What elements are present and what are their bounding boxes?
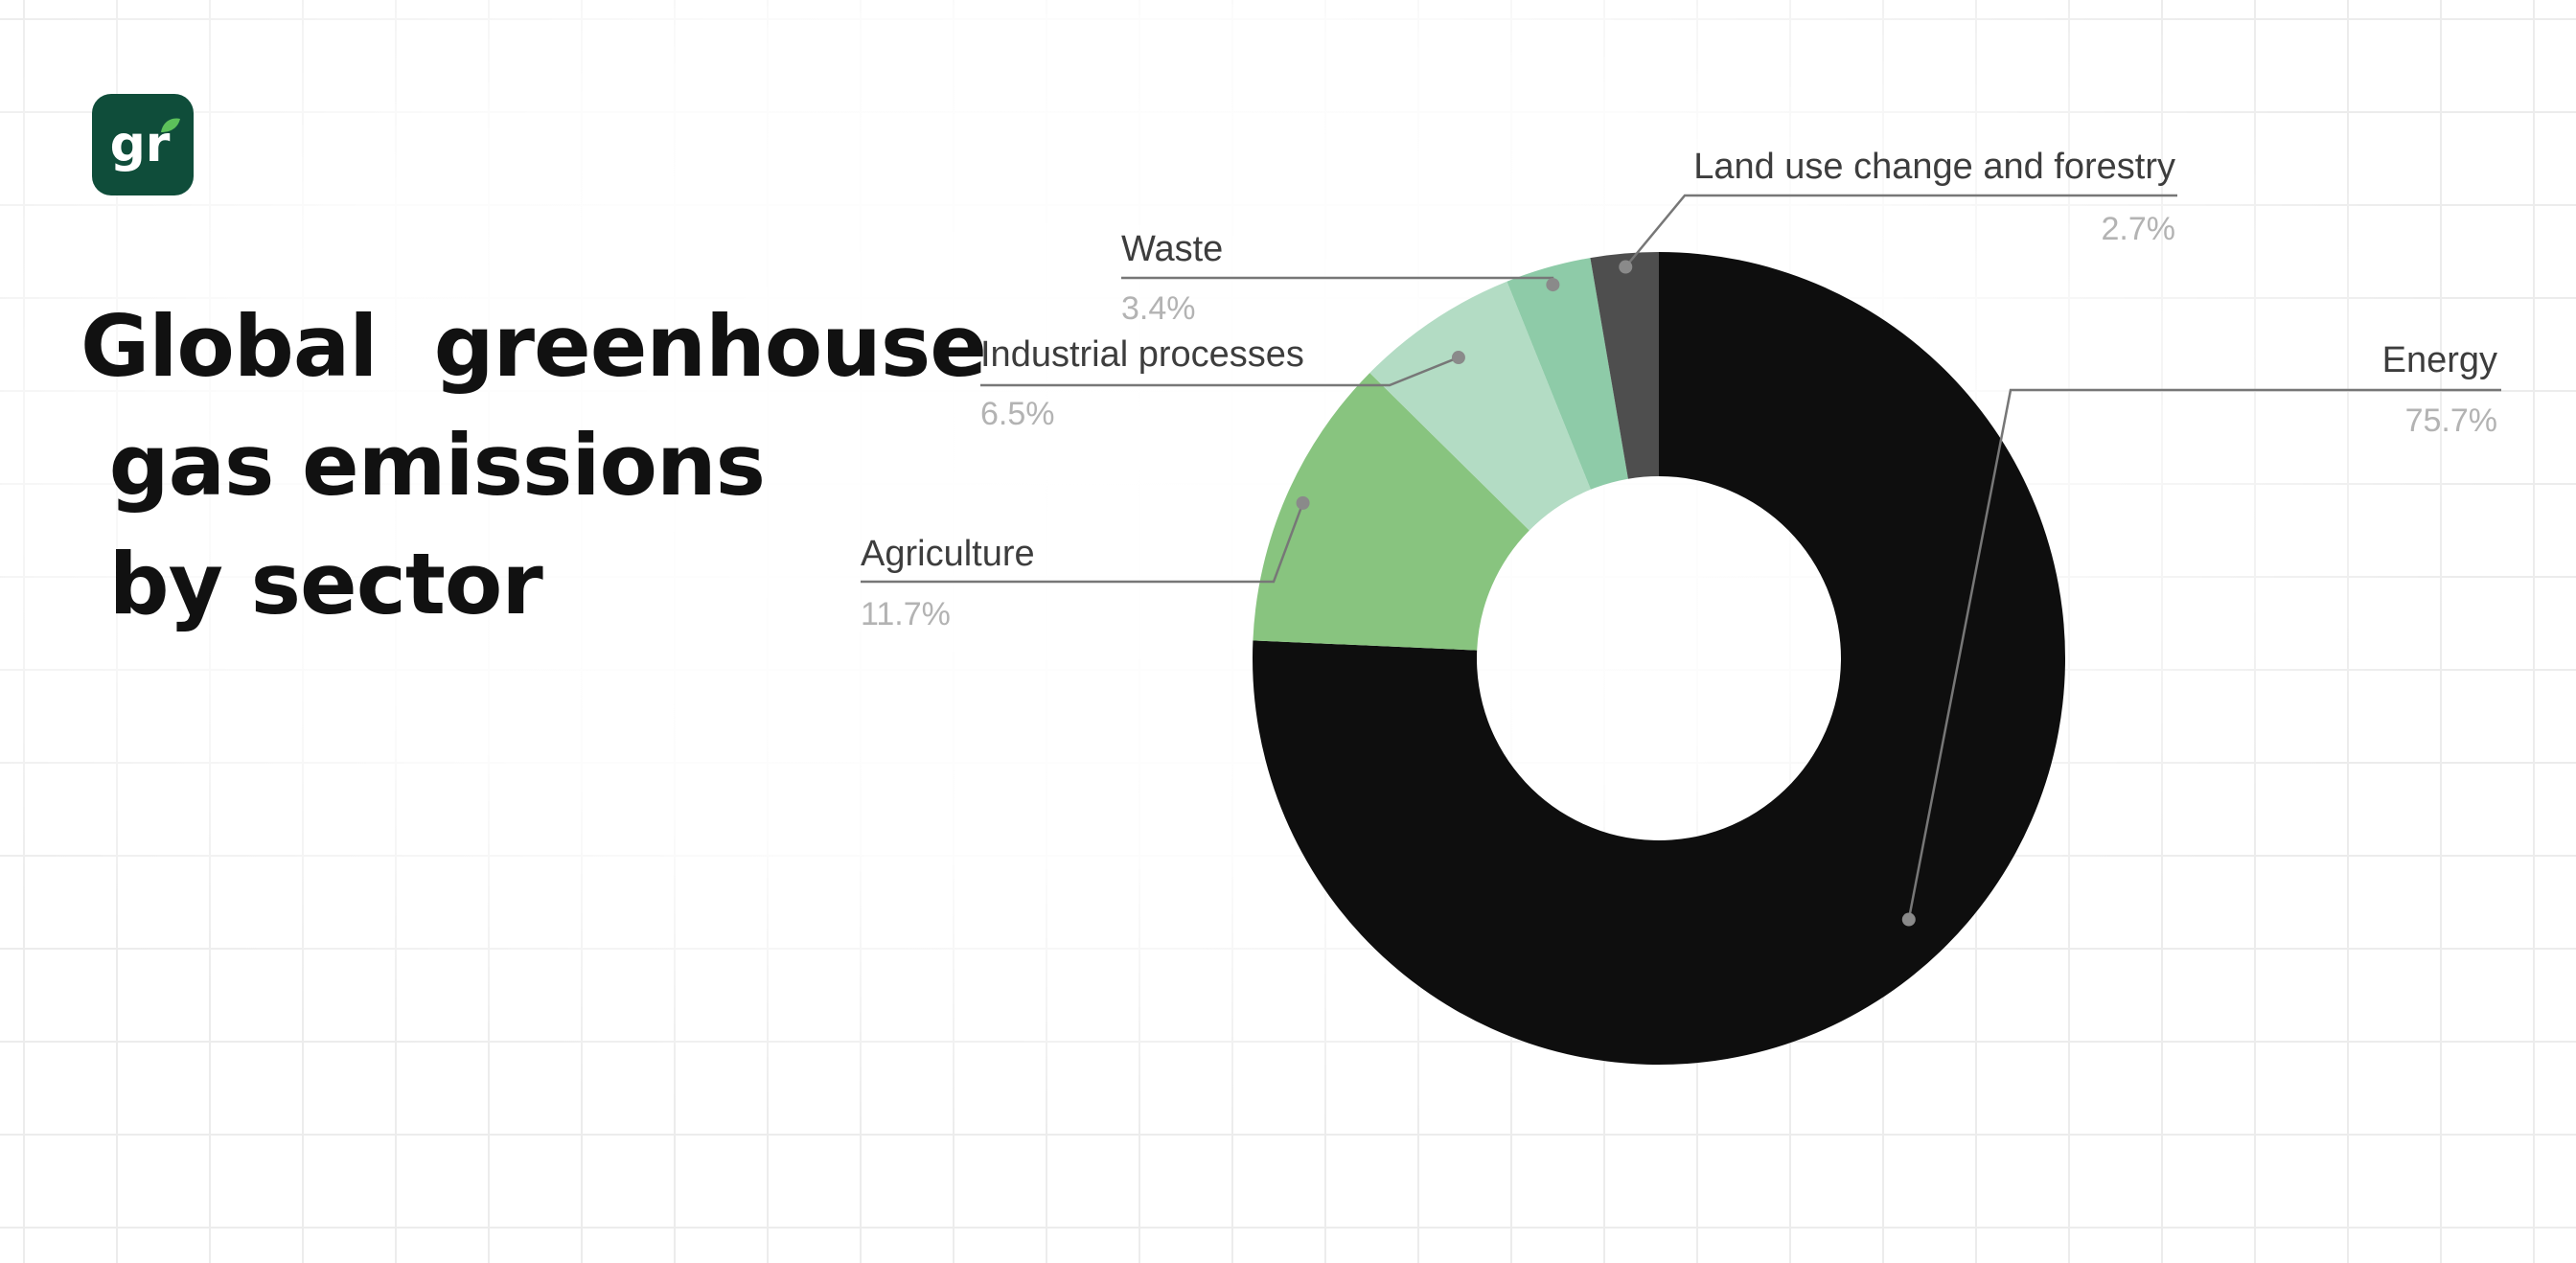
value-waste: 3.4% <box>1121 290 1196 327</box>
leader-dot-energy <box>1901 912 1916 927</box>
slice-land-use-change-and-forestry <box>1590 252 1659 479</box>
value-land-use-change-and-forestry: 2.7% <box>2102 211 2176 247</box>
slice-industrial-processes <box>1369 281 1591 531</box>
label-energy: Energy <box>2382 340 2497 380</box>
label-land-use-change-and-forestry: Land use change and forestry <box>1693 147 2175 187</box>
title-line-1: Global greenhouse <box>80 297 987 396</box>
leader-dot-industrial-processes <box>1451 351 1465 365</box>
value-agriculture: 11.7% <box>861 596 951 632</box>
page-title: Global greenhouse gas emissions by secto… <box>80 287 987 644</box>
leader-dot-waste <box>1546 278 1560 292</box>
leader-dot-agriculture <box>1296 495 1310 510</box>
label-industrial-processes: Industrial processes <box>980 334 1304 375</box>
leaf-icon <box>161 118 180 132</box>
slice-waste <box>1506 258 1628 490</box>
leader-line-waste <box>1121 276 1554 286</box>
slice-agriculture <box>1253 373 1530 651</box>
label-agriculture: Agriculture <box>861 534 1035 574</box>
leader-line-land-use-change-and-forestry <box>1624 194 2177 268</box>
logo-glyph: gr <box>110 116 180 173</box>
brand-logo: gr <box>92 94 194 195</box>
leader-line-industrial-processes <box>980 356 1460 387</box>
label-waste: Waste <box>1121 229 1223 269</box>
value-industrial-processes: 6.5% <box>980 396 1055 432</box>
logo-text: gr <box>110 116 171 173</box>
title-line-2: gas emissions <box>80 416 766 515</box>
leader-dot-land-use-change-and-forestry <box>1619 260 1633 274</box>
slice-energy <box>1253 252 2065 1065</box>
title-line-3: by sector <box>80 535 543 633</box>
leader-line-agriculture <box>861 502 1304 584</box>
value-energy: 75.7% <box>2405 402 2497 439</box>
leader-line-energy <box>1907 388 2501 920</box>
